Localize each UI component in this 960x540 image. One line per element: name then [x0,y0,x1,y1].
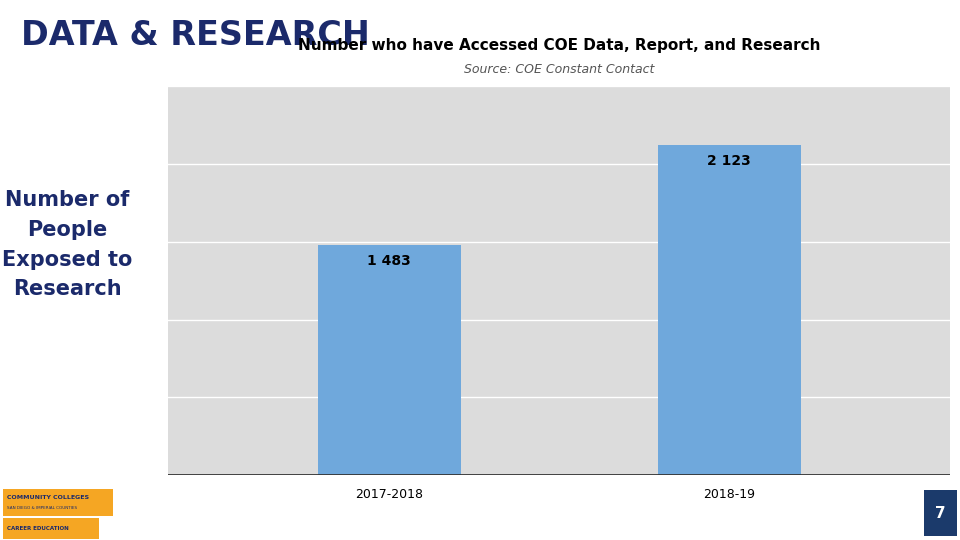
Text: Number who have Accessed COE Data, Report, and Research: Number who have Accessed COE Data, Repor… [298,38,821,53]
Text: 2 123: 2 123 [708,154,751,168]
Text: DATA & RESEARCH: DATA & RESEARCH [21,18,370,52]
FancyBboxPatch shape [924,490,957,536]
Bar [658,145,801,475]
Text: SAN DIEGO & IMPERIAL COUNTIES: SAN DIEGO & IMPERIAL COUNTIES [7,505,77,510]
Text: 7: 7 [935,505,946,521]
FancyBboxPatch shape [3,489,113,516]
Bar [318,245,461,475]
Text: 1 483: 1 483 [368,254,411,268]
Text: COMMUNITY COLLEGES: COMMUNITY COLLEGES [7,495,89,501]
Text: Number of
People
Exposed to
Research: Number of People Exposed to Research [2,191,132,299]
FancyBboxPatch shape [3,518,99,539]
Text: CAREER EDUCATION: CAREER EDUCATION [7,525,68,531]
Text: Source: COE Constant Contact: Source: COE Constant Contact [464,63,655,76]
